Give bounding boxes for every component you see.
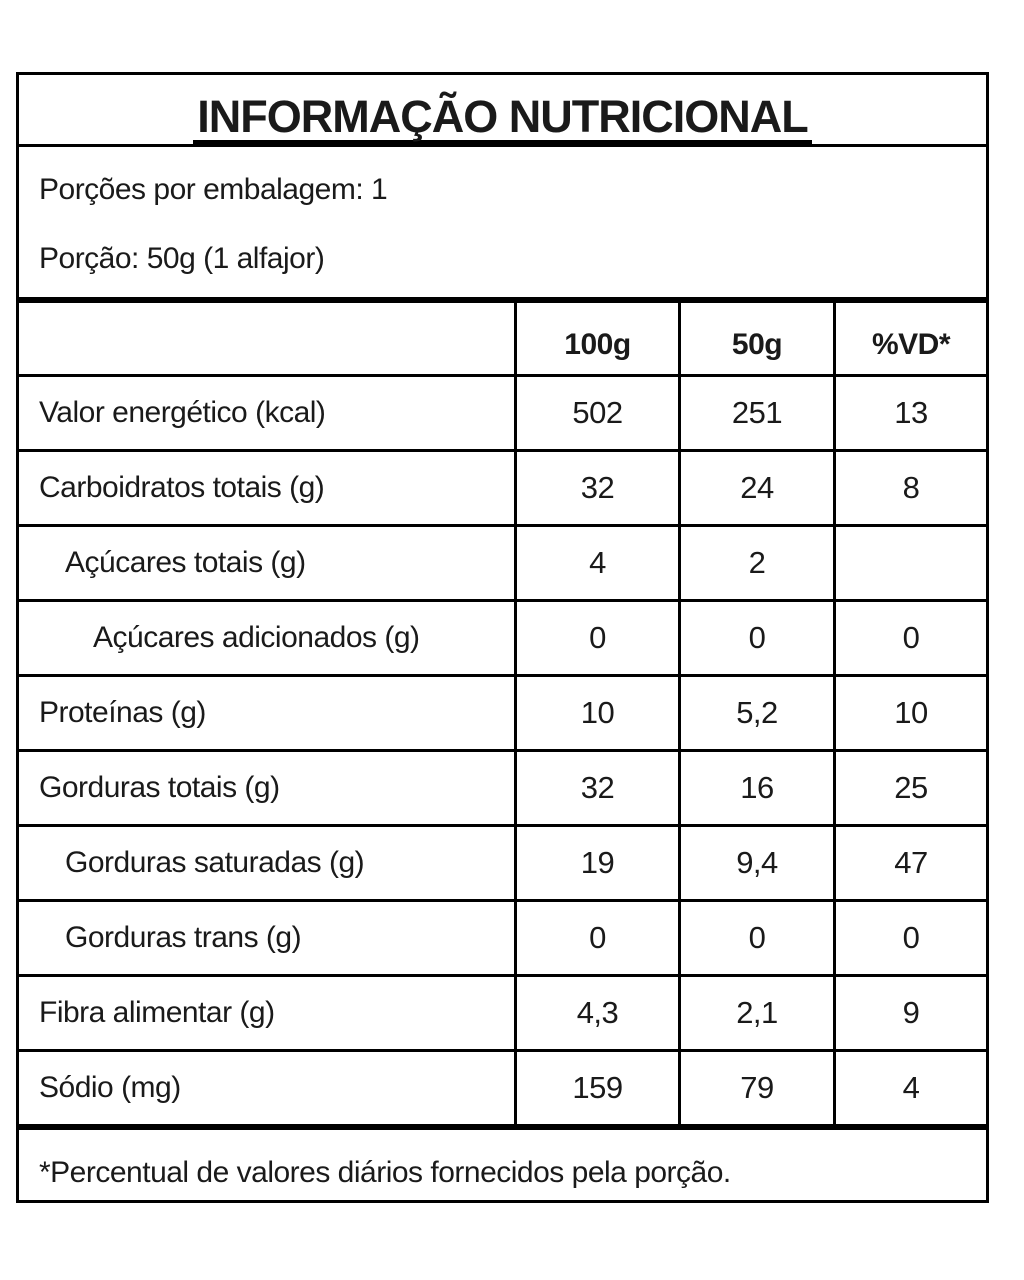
label-title: INFORMAÇÃO NUTRICIONAL xyxy=(193,94,812,145)
nutrient-label: Sódio (mg) xyxy=(39,1071,181,1104)
value-100g: 4 xyxy=(514,527,678,599)
nutrient-row-acucares-adicionados: Açúcares adicionados (g) 0 0 0 xyxy=(19,602,986,677)
nutrient-row-carboidratos: Carboidratos totais (g) 32 24 8 xyxy=(19,452,986,527)
value-vd: 13 xyxy=(833,377,986,449)
value-100g: 10 xyxy=(514,677,678,749)
nutrient-row-gorduras-totais: Gorduras totais (g) 32 16 25 xyxy=(19,752,986,827)
value-50g: 0 xyxy=(678,902,833,974)
nutrition-facts-label: INFORMAÇÃO NUTRICIONAL Porções por embal… xyxy=(16,72,989,1203)
value-vd: 9 xyxy=(833,977,986,1049)
value-vd xyxy=(833,527,986,599)
value-100g: 32 xyxy=(514,752,678,824)
value-vd: 25 xyxy=(833,752,986,824)
nutrient-row-proteinas: Proteínas (g) 10 5,2 10 xyxy=(19,677,986,752)
servings-per-package: Porções por embalagem: 1 xyxy=(39,173,388,206)
serving-size: Porção: 50g (1 alfajor) xyxy=(39,242,325,275)
value-vd: 4 xyxy=(833,1052,986,1124)
header-vd: %VD* xyxy=(833,303,986,374)
header-50g: 50g xyxy=(678,303,833,374)
table-header-row: 100g 50g %VD* xyxy=(19,303,986,377)
daily-value-footnote: *Percentual de valores diários fornecido… xyxy=(39,1156,731,1189)
value-vd: 47 xyxy=(833,827,986,899)
serving-info: Porções por embalagem: 1 Porção: 50g (1 … xyxy=(19,147,986,303)
nutrient-row-fibra: Fibra alimentar (g) 4,3 2,1 9 xyxy=(19,977,986,1052)
nutrient-label: Açúcares totais (g) xyxy=(65,546,306,579)
value-100g: 32 xyxy=(514,452,678,524)
value-100g: 4,3 xyxy=(514,977,678,1049)
nutrient-label: Proteínas (g) xyxy=(39,696,206,729)
nutrient-label: Fibra alimentar (g) xyxy=(39,996,275,1029)
nutrient-label: Carboidratos totais (g) xyxy=(39,471,325,504)
value-100g: 0 xyxy=(514,902,678,974)
value-100g: 19 xyxy=(514,827,678,899)
value-vd: 10 xyxy=(833,677,986,749)
nutrient-label: Açúcares adicionados (g) xyxy=(93,621,420,654)
nutrient-label: Gorduras trans (g) xyxy=(65,921,302,954)
value-50g: 251 xyxy=(678,377,833,449)
value-50g: 24 xyxy=(678,452,833,524)
value-50g: 2,1 xyxy=(678,977,833,1049)
value-100g: 502 xyxy=(514,377,678,449)
nutrient-label: Valor energético (kcal) xyxy=(39,396,326,429)
nutrient-row-gorduras-saturadas: Gorduras saturadas (g) 19 9,4 47 xyxy=(19,827,986,902)
value-50g: 16 xyxy=(678,752,833,824)
nutrient-row-valor-energetico: Valor energético (kcal) 502 251 13 xyxy=(19,377,986,452)
nutrient-label: Gorduras totais (g) xyxy=(39,771,280,804)
value-50g: 5,2 xyxy=(678,677,833,749)
value-50g: 0 xyxy=(678,602,833,674)
value-vd: 8 xyxy=(833,452,986,524)
nutrient-label: Gorduras saturadas (g) xyxy=(65,846,365,879)
nutrient-row-sodio: Sódio (mg) 159 79 4 xyxy=(19,1052,986,1130)
value-vd: 0 xyxy=(833,902,986,974)
value-100g: 159 xyxy=(514,1052,678,1124)
value-50g: 79 xyxy=(678,1052,833,1124)
value-50g: 2 xyxy=(678,527,833,599)
nutrient-row-gorduras-trans: Gorduras trans (g) 0 0 0 xyxy=(19,902,986,977)
header-100g: 100g xyxy=(514,303,678,374)
header-empty-cell xyxy=(19,303,514,374)
nutrient-row-acucares-totais: Açúcares totais (g) 4 2 xyxy=(19,527,986,602)
value-50g: 9,4 xyxy=(678,827,833,899)
value-vd: 0 xyxy=(833,602,986,674)
label-title-row: INFORMAÇÃO NUTRICIONAL xyxy=(19,75,986,147)
value-100g: 0 xyxy=(514,602,678,674)
